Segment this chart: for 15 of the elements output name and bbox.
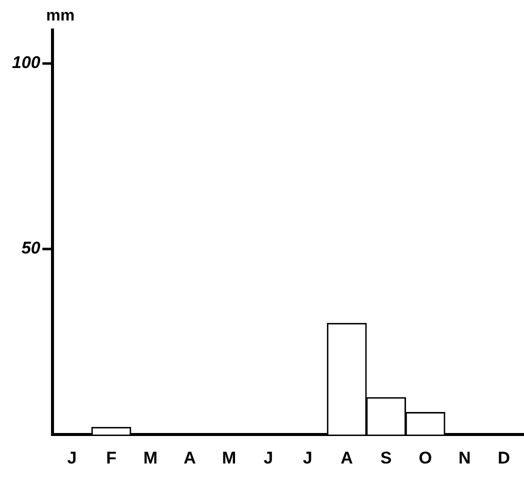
x-tick-label: N (458, 448, 471, 468)
x-tick-label: J (264, 448, 274, 468)
x-tick-label: F (106, 448, 116, 468)
x-tick-label: J (67, 448, 77, 468)
x-tick-label: J (302, 448, 312, 468)
y-axis-title: mm (46, 7, 75, 24)
x-tick-label: D (498, 448, 510, 468)
x-tick-label: M (222, 448, 236, 468)
x-tick-label: O (418, 448, 432, 468)
x-tick-label: S (380, 448, 392, 468)
y-tick-label: 50 (21, 238, 41, 258)
x-tick-label: A (340, 448, 353, 468)
y-tick-label: 100 (12, 53, 41, 72)
x-tick-label: M (143, 448, 158, 468)
x-tick-label: A (184, 448, 196, 468)
